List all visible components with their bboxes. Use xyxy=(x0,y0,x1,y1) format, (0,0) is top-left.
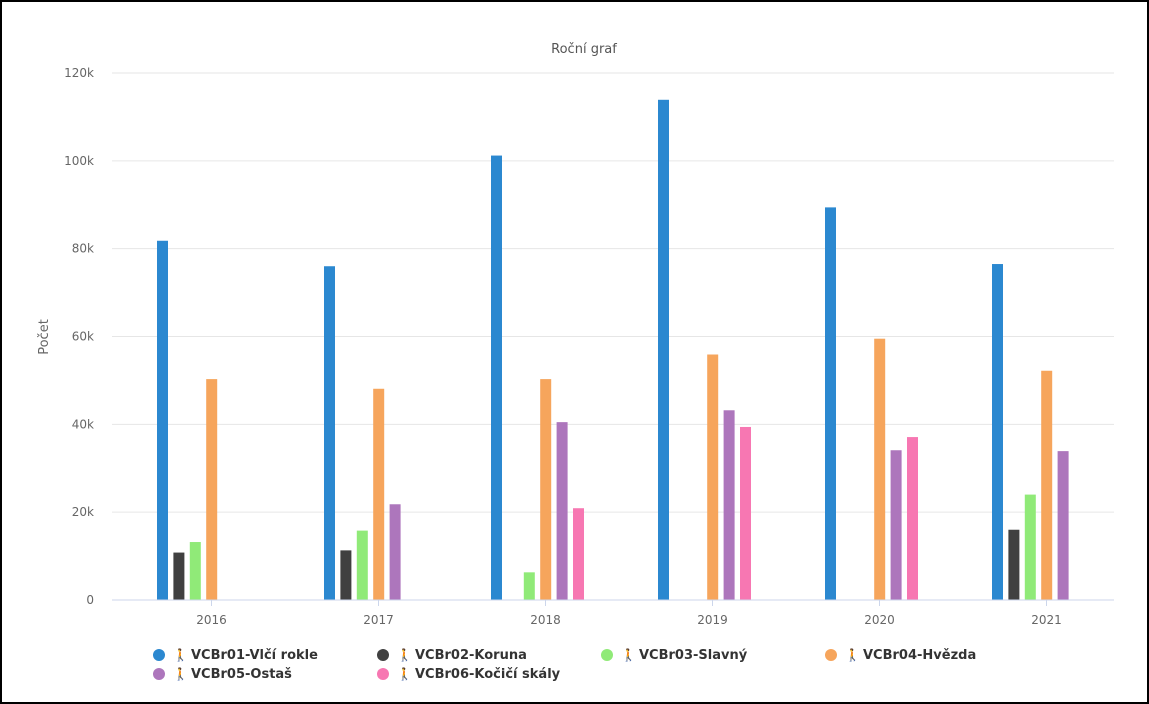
legend-marker xyxy=(153,668,165,680)
legend-marker xyxy=(377,668,389,680)
legend-label: VCBr03-Slavný xyxy=(639,648,748,663)
bar[interactable] xyxy=(373,388,385,600)
y-tick-label: 40k xyxy=(72,417,94,431)
y-tick-label: 0 xyxy=(86,593,94,607)
hiker-icon: 🚶 xyxy=(845,648,860,662)
bar[interactable] xyxy=(1041,370,1053,600)
legend-item[interactable]: 🚶 VCBr05-Ostaš xyxy=(153,667,292,682)
legend-item[interactable]: 🚶 VCBr02-Koruna xyxy=(377,648,527,663)
bar[interactable] xyxy=(324,266,335,600)
bar[interactable] xyxy=(658,99,669,600)
legend-label: VCBr05-Ostaš xyxy=(191,667,292,682)
bar[interactable] xyxy=(874,338,886,600)
legend-label: VCBr06-Kočičí skály xyxy=(415,667,561,682)
bar[interactable] xyxy=(723,410,735,600)
bar[interactable] xyxy=(189,542,201,600)
y-tick-label: 120k xyxy=(64,66,94,80)
y-axis-ticks: 0 20k 40k 60k 80k 100k 120k xyxy=(64,66,94,607)
x-tick-label: 2019 xyxy=(697,613,728,627)
bar[interactable] xyxy=(890,450,902,600)
chart-title: Roční graf xyxy=(551,42,617,57)
x-tick-label: 2020 xyxy=(864,613,895,627)
bar[interactable] xyxy=(540,379,552,600)
x-axis-ticks: 2016 2017 2018 2019 2020 2021 xyxy=(196,600,1062,627)
bar[interactable] xyxy=(573,508,584,600)
x-tick-label: 2016 xyxy=(196,613,227,627)
y-axis-label: Počet xyxy=(37,319,52,355)
hiker-icon: 🚶 xyxy=(173,648,188,662)
bar[interactable] xyxy=(206,379,218,600)
bar[interactable] xyxy=(825,207,836,600)
bar[interactable] xyxy=(389,504,401,600)
legend-item[interactable]: 🚶 VCBr04-Hvězda xyxy=(825,648,976,663)
legend-marker xyxy=(601,649,613,661)
legend-marker xyxy=(377,649,389,661)
bar[interactable] xyxy=(340,550,352,600)
bar[interactable] xyxy=(1008,529,1020,600)
x-tick-label: 2021 xyxy=(1031,613,1062,627)
legend-label: VCBr04-Hvězda xyxy=(863,648,976,663)
bar[interactable] xyxy=(523,572,535,600)
hiker-icon: 🚶 xyxy=(397,648,412,662)
bar[interactable] xyxy=(157,240,168,601)
legend-item[interactable]: 🚶 VCBr03-Slavný xyxy=(601,648,748,663)
bar[interactable] xyxy=(173,552,185,600)
hiker-icon: 🚶 xyxy=(621,648,636,662)
bar[interactable] xyxy=(1057,451,1069,600)
legend: 🚶 VCBr01-Vlčí rokle 🚶 VCBr02-Koruna 🚶 VCBr03-… xyxy=(153,648,976,682)
bar[interactable] xyxy=(556,422,568,600)
y-tick-label: 20k xyxy=(72,505,94,519)
hiker-icon: 🚶 xyxy=(173,667,188,681)
bar[interactable] xyxy=(740,426,751,600)
bar[interactable] xyxy=(992,264,1003,600)
x-tick-label: 2018 xyxy=(530,613,561,627)
legend-item[interactable]: 🚶 VCBr01-Vlčí rokle xyxy=(153,648,318,663)
legend-marker xyxy=(825,649,837,661)
legend-label: VCBr01-Vlčí rokle xyxy=(191,648,318,663)
bars xyxy=(157,99,1069,601)
bar[interactable] xyxy=(1024,494,1036,600)
bar[interactable] xyxy=(356,530,368,600)
y-tick-label: 80k xyxy=(72,242,94,256)
bar[interactable] xyxy=(707,354,719,600)
y-tick-label: 100k xyxy=(64,154,94,168)
x-tick-label: 2017 xyxy=(363,613,394,627)
legend-label: VCBr02-Koruna xyxy=(415,648,527,663)
legend-marker xyxy=(153,649,165,661)
bar[interactable] xyxy=(491,155,502,600)
y-tick-label: 60k xyxy=(72,330,94,344)
legend-item[interactable]: 🚶 VCBr06-Kočičí skály xyxy=(377,667,561,682)
gridlines xyxy=(112,72,1114,513)
hiker-icon: 🚶 xyxy=(397,667,412,681)
bar[interactable] xyxy=(907,437,918,600)
